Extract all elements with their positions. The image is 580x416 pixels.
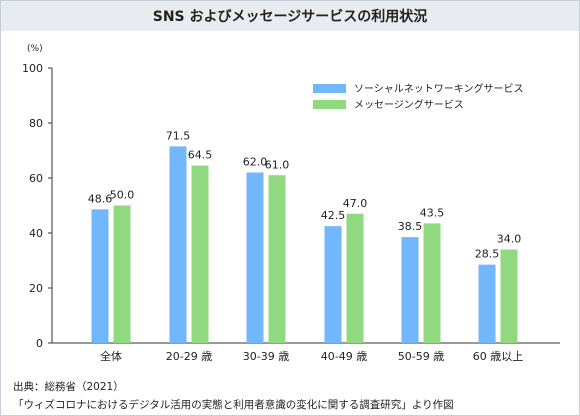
data-label: 42.5: [321, 209, 346, 222]
chart-title: SNS およびメッセージサービスの利用状況: [1, 1, 579, 31]
x-tick-label: 60 歳以上: [473, 350, 524, 363]
x-tick-label: 全体: [100, 349, 122, 363]
x-tick-label: 40-49 歳: [321, 350, 367, 363]
y-tick-label: 0: [36, 337, 43, 350]
bar: [423, 223, 441, 343]
source-line-1: 出典：総務省（2021）: [13, 381, 124, 393]
data-label: 48.6: [88, 192, 113, 205]
y-tick-label: 40: [29, 227, 43, 240]
bar: [246, 172, 264, 343]
bar: [401, 237, 419, 343]
legend-label: メッセージングサービス: [354, 98, 464, 111]
x-tick-label: 20-29 歳: [166, 350, 212, 363]
y-tick-label: 100: [22, 62, 43, 75]
data-label: 61.0: [265, 158, 290, 171]
x-tick-label: 50-59 歳: [398, 350, 444, 363]
data-label: 38.5: [398, 220, 423, 233]
y-axis-unit: (%): [27, 44, 43, 54]
data-label: 47.0: [343, 197, 368, 210]
y-tick-label: 60: [29, 172, 43, 185]
bar: [346, 213, 364, 343]
source-line-2: 「ウィズコロナにおけるデジタル活用の実態と利用者意識の変化に関する調査研究」より…: [13, 399, 454, 411]
legend-label: ソーシャルネットワーキングサービス: [354, 82, 524, 95]
bar: [500, 249, 518, 343]
y-tick-label: 20: [29, 282, 43, 295]
legend-swatch: [313, 100, 346, 109]
data-label: 71.5: [166, 129, 191, 142]
data-label: 64.5: [188, 149, 213, 162]
data-label: 28.5: [475, 248, 500, 261]
data-label: 43.5: [420, 206, 445, 219]
y-tick-label: 80: [29, 117, 43, 130]
bar: [91, 209, 109, 343]
bar: [478, 264, 496, 343]
bar: [324, 226, 342, 343]
bar: [191, 165, 209, 343]
data-label: 50.0: [110, 189, 135, 202]
data-label: 62.0: [243, 156, 268, 169]
data-label: 34.0: [497, 233, 522, 246]
x-tick-label: 30-39 歳: [243, 350, 289, 363]
bar: [169, 146, 187, 343]
bar: [113, 205, 131, 343]
bar: [268, 175, 286, 343]
legend-swatch: [313, 84, 346, 93]
